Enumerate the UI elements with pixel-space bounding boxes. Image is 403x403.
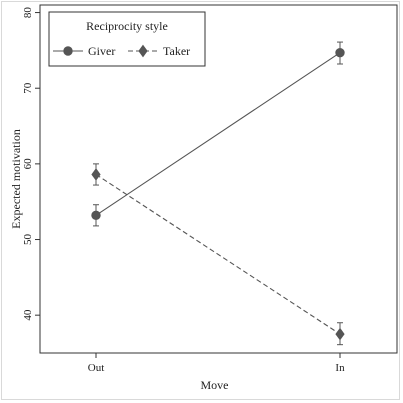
y-tick-label: 50	[22, 234, 34, 246]
x-tick-label: Out	[88, 362, 105, 374]
y-axis-title: Expected motivation	[9, 129, 23, 229]
plot-area	[39, 4, 398, 354]
y-tick-label: 70	[22, 82, 34, 94]
series-line-taker	[95, 174, 341, 335]
legend-marker-giver	[63, 46, 73, 56]
legend-label-taker: Taker	[163, 44, 190, 58]
x-tick-label: In	[335, 362, 345, 374]
legend-label-giver: Giver	[88, 44, 115, 58]
x-axis-title: Move	[201, 378, 229, 392]
y-tick-label: 40	[22, 309, 34, 321]
data-point-giver	[91, 210, 101, 221]
data-point-taker	[335, 327, 345, 341]
legend-title: Reciprocity style	[86, 19, 168, 33]
legend-box	[48, 11, 206, 67]
y-tick-label: 60	[22, 158, 34, 170]
series-line-giver	[95, 52, 341, 216]
chart-marks	[91, 41, 345, 346]
legend-marker-taker	[138, 44, 148, 58]
data-point-taker	[91, 168, 101, 181]
legend: Reciprocity style Giver Taker	[48, 11, 206, 67]
data-point-giver	[335, 47, 345, 58]
y-tick-label: 80	[22, 7, 34, 18]
axes: 40 50 60 70 80 Out In Move Expected motivation	[9, 4, 398, 392]
